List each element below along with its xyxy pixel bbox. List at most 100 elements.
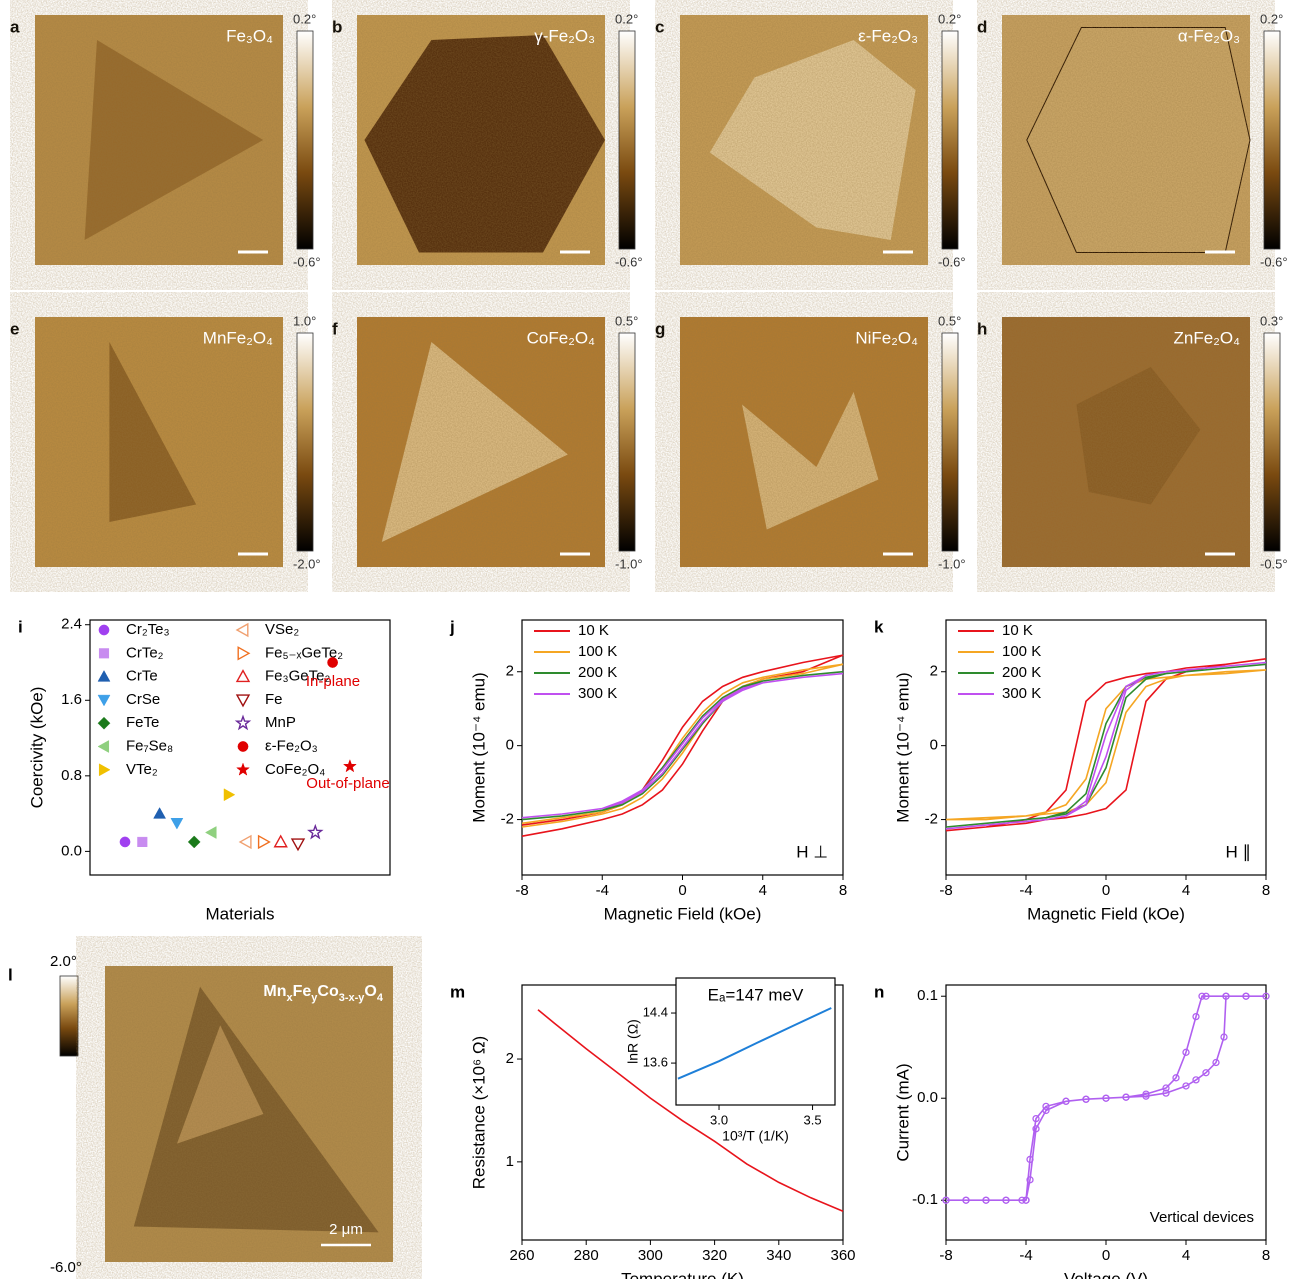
texture (105, 966, 393, 1262)
legend-marker (238, 741, 248, 751)
inset-title: Eₐ=147 meV (708, 985, 804, 1004)
x-tick-label: 0 (678, 882, 686, 899)
annotation: In-plane (306, 673, 360, 690)
panel-letter: a (10, 17, 20, 36)
colorbar-min: -1.0° (615, 556, 643, 571)
x-tick-label: -8 (939, 1247, 952, 1264)
point (224, 789, 235, 801)
panel-letter: l (8, 965, 13, 984)
x-tick-label: 4 (1182, 882, 1190, 899)
legend-label: 100 K (578, 643, 617, 660)
colorbar-min: -0.6° (938, 254, 966, 269)
series-line (522, 664, 843, 827)
legend-label: MnP (265, 714, 296, 731)
y-tick-label: 2 (506, 663, 514, 680)
page: {"panels":[ {"letter":"a","label":"Fe₃O₄… (0, 0, 1290, 1284)
point (328, 657, 338, 667)
legend-label: VTe₂ (126, 761, 158, 778)
x-tick-label: 280 (574, 1247, 599, 1264)
panel-label: MnFe₂O₄ (203, 328, 273, 347)
panel-letter: j (449, 617, 455, 636)
y-tick-label: 1.6 (61, 691, 82, 708)
x-tick-label: -8 (515, 882, 528, 899)
x-tick-label: -4 (596, 882, 609, 899)
panel-label: Fe₃O₄ (226, 26, 273, 45)
panel-letter: g (655, 319, 665, 338)
panel-label: ε-Fe₂O₃ (858, 26, 918, 45)
y-tick-label: 0.8 (61, 767, 82, 784)
y-axis-label: Moment (10⁻⁴ emu) (469, 672, 488, 822)
scale-bar-label: 2 μm (329, 1221, 363, 1238)
series-line (946, 664, 1266, 827)
label-part: 3-x-y (339, 992, 366, 1004)
x-axis-label: Materials (206, 904, 275, 923)
x-axis-label: 10³/T (1/K) (722, 1128, 789, 1144)
colorbar-max: 0.5° (615, 313, 638, 328)
point (309, 826, 322, 838)
x-tick-label: 260 (509, 1247, 534, 1264)
figure: aFe₃O₄0.2°-0.6°bγ-Fe₂O₃0.2°-0.6°cε-Fe₂O₃… (0, 0, 1290, 1279)
legend-label: 200 K (578, 664, 617, 681)
panel-letter: h (977, 319, 987, 338)
y-axis-label: lnR (Ω) (625, 1019, 641, 1064)
legend-marker (237, 671, 249, 682)
texture (35, 15, 283, 265)
legend-label: Fe₇Se₈ (126, 737, 173, 754)
x-tick-label: 8 (1262, 1247, 1270, 1264)
x-tick-label: 3.0 (710, 1112, 728, 1127)
panel-letter: n (874, 982, 884, 1001)
x-tick-label: 8 (1262, 882, 1270, 899)
annotation: Vertical devices (1150, 1209, 1254, 1226)
x-axis-label: Temperature (K) (621, 1269, 744, 1279)
point (138, 837, 148, 847)
x-tick-label: -8 (939, 882, 952, 899)
panel-label: γ-Fe₂O₃ (534, 26, 595, 45)
colorbar (1264, 31, 1280, 249)
y-tick-label: -2 (925, 811, 938, 828)
texture (357, 15, 605, 265)
colorbar (942, 333, 958, 551)
panel-label: α-Fe₂O₃ (1178, 26, 1240, 45)
panel-letter: f (332, 319, 338, 338)
y-tick-label: 0.0 (61, 842, 82, 859)
legend-label: 100 K (1002, 643, 1041, 660)
legend-marker (237, 624, 248, 636)
texture (1002, 317, 1250, 567)
y-tick-label: 13.6 (643, 1055, 668, 1070)
legend-label: ε-Fe₂O₃ (265, 737, 318, 754)
series-line (522, 674, 843, 818)
point (120, 837, 130, 847)
x-tick-label: 340 (766, 1247, 791, 1264)
series-line (946, 663, 1266, 829)
y-tick-label: 0.0 (917, 1089, 938, 1106)
legend-label: 10 K (578, 622, 609, 639)
texture (357, 317, 605, 567)
x-tick-label: 300 (638, 1247, 663, 1264)
x-axis-label: Voltage (V) (1064, 1269, 1148, 1279)
colorbar-min: -1.0° (938, 556, 966, 571)
annotation: Out-of-plane (306, 775, 389, 792)
texture (1002, 15, 1250, 265)
x-tick-label: 0 (1102, 1247, 1110, 1264)
colorbar-min: -0.6° (1260, 254, 1288, 269)
colorbar (619, 31, 635, 249)
legend-marker (98, 671, 110, 682)
y-tick-label: -2 (501, 811, 514, 828)
series-line (946, 659, 1266, 831)
x-tick-label: 360 (830, 1247, 855, 1264)
y-tick-label: 2 (930, 663, 938, 680)
label-part: O (364, 983, 376, 1000)
legend-label: 300 K (1002, 685, 1041, 702)
x-axis-label: Magnetic Field (kOe) (1027, 904, 1185, 923)
y-tick-label: 2.4 (61, 616, 82, 633)
colorbar (60, 976, 78, 1056)
colorbar-min: -0.6° (293, 254, 321, 269)
point (259, 836, 270, 848)
legend-marker (98, 695, 110, 706)
y-tick-label: 0 (506, 737, 514, 754)
point (275, 836, 287, 847)
legend-label: 300 K (578, 685, 617, 702)
colorbar (942, 31, 958, 249)
colorbar (1264, 333, 1280, 551)
y-axis-label: Coercivity (kOe) (27, 687, 46, 809)
